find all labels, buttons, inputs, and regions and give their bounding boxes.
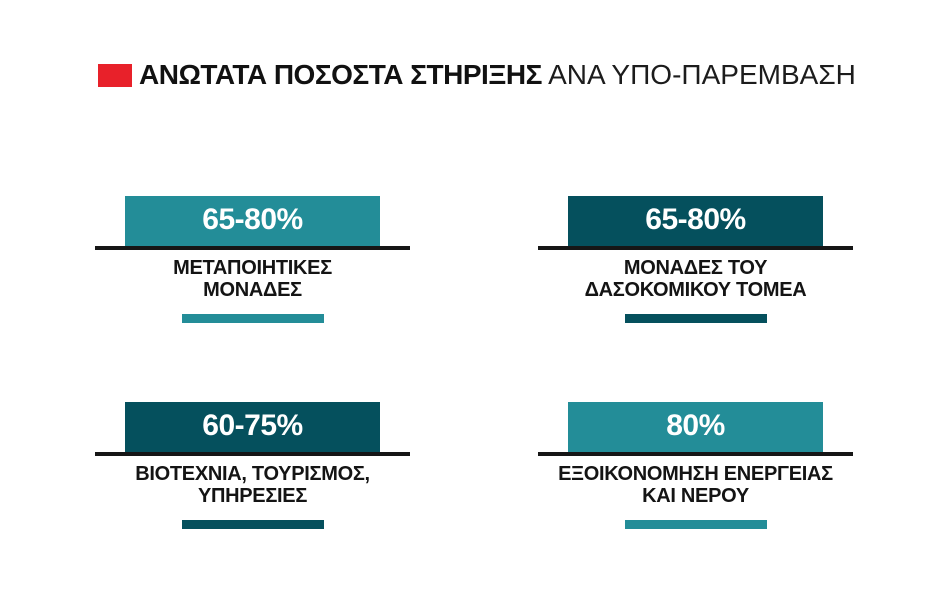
category-label-line: ΜΕΤΑΠΟΙΗΤΙΚΕΣ <box>173 257 332 279</box>
page-title-rest: ΑΝΑ ΥΠΟ-ΠΑΡΕΜΒΑΣΗ <box>541 59 856 90</box>
page-title-strong: ΑΝΩΤΑΤΑ ΠΟΣΟΣΤΑ ΣΤΗΡΙΞΗΣ <box>139 59 542 90</box>
category-label-line: ΕΞΟΙΚΟΝΟΜΗΣΗ ΕΝΕΡΓΕΙΑΣ <box>558 463 833 485</box>
value-label: 60-75% <box>202 409 303 442</box>
support-rate-block: 80% ΕΞΟΙΚΟΝΟΜΗΣΗ ΕΝΕΡΓΕΙΑΣ ΚΑΙ ΝΕΡΟΥ <box>538 402 853 529</box>
category-label-line: ΜΟΝΑΔΕΣ ΤΟΥ <box>623 257 768 279</box>
category-label-line: ΚΑΙ ΝΕΡΟΥ <box>642 484 749 507</box>
value-label: 80% <box>666 409 725 442</box>
category-label: ΕΞΟΙΚΟΝΟΜΗΣΗ ΕΝΕΡΓΕΙΑΣ ΚΑΙ ΝΕΡΟΥ <box>538 463 853 507</box>
accent-underline-bar <box>181 520 324 529</box>
support-rate-block: 65-80% ΜΟΝΑΔΕΣ ΤΟΥ ΔΑΣΟΚΟΜΙΚΟΥ ΤΟΜΕΑ <box>538 196 853 323</box>
value-box: 60-75% <box>125 402 380 452</box>
page-title: ΑΝΩΤΑΤΑ ΠΟΣΟΣΤΑ ΣΤΗΡΙΞΗΣ ΑΝΑ ΥΠΟ-ΠΑΡΕΜΒΑ… <box>139 59 856 91</box>
divider-line <box>95 246 410 250</box>
value-box: 80% <box>568 402 823 452</box>
value-label: 65-80% <box>645 203 746 236</box>
accent-underline-bar <box>181 314 324 323</box>
category-label: ΒΙΟΤΕΧΝΙΑ, ΤΟΥΡΙΣΜΟΣ, ΥΠΗΡΕΣΙΕΣ <box>95 463 410 507</box>
divider-line <box>538 452 853 456</box>
category-label-line: ΥΠΗΡΕΣΙΕΣ <box>197 484 308 507</box>
accent-underline-bar <box>624 520 767 529</box>
category-label-line: ΔΑΣΟΚΟΜΙΚΟΥ ΤΟΜΕΑ <box>584 278 807 301</box>
category-label: ΜΕΤΑΠΟΙΗΤΙΚΕΣ ΜΟΝΑΔΕΣ <box>95 257 410 301</box>
value-box: 65-80% <box>125 196 380 246</box>
category-label: ΜΟΝΑΔΕΣ ΤΟΥ ΔΑΣΟΚΟΜΙΚΟΥ ΤΟΜΕΑ <box>538 257 853 301</box>
divider-line <box>95 452 410 456</box>
category-label-line: ΜΟΝΑΔΕΣ <box>203 278 302 301</box>
divider-line <box>538 246 853 250</box>
category-label-line: ΒΙΟΤΕΧΝΙΑ, ΤΟΥΡΙΣΜΟΣ, <box>135 463 370 485</box>
support-rate-block: 60-75% ΒΙΟΤΕΧΝΙΑ, ΤΟΥΡΙΣΜΟΣ, ΥΠΗΡΕΣΙΕΣ <box>95 402 410 529</box>
title-marker-icon <box>98 64 132 87</box>
accent-underline-bar <box>624 314 767 323</box>
value-label: 65-80% <box>202 203 303 236</box>
value-box: 65-80% <box>568 196 823 246</box>
support-rate-block: 65-80% ΜΕΤΑΠΟΙΗΤΙΚΕΣ ΜΟΝΑΔΕΣ <box>95 196 410 323</box>
